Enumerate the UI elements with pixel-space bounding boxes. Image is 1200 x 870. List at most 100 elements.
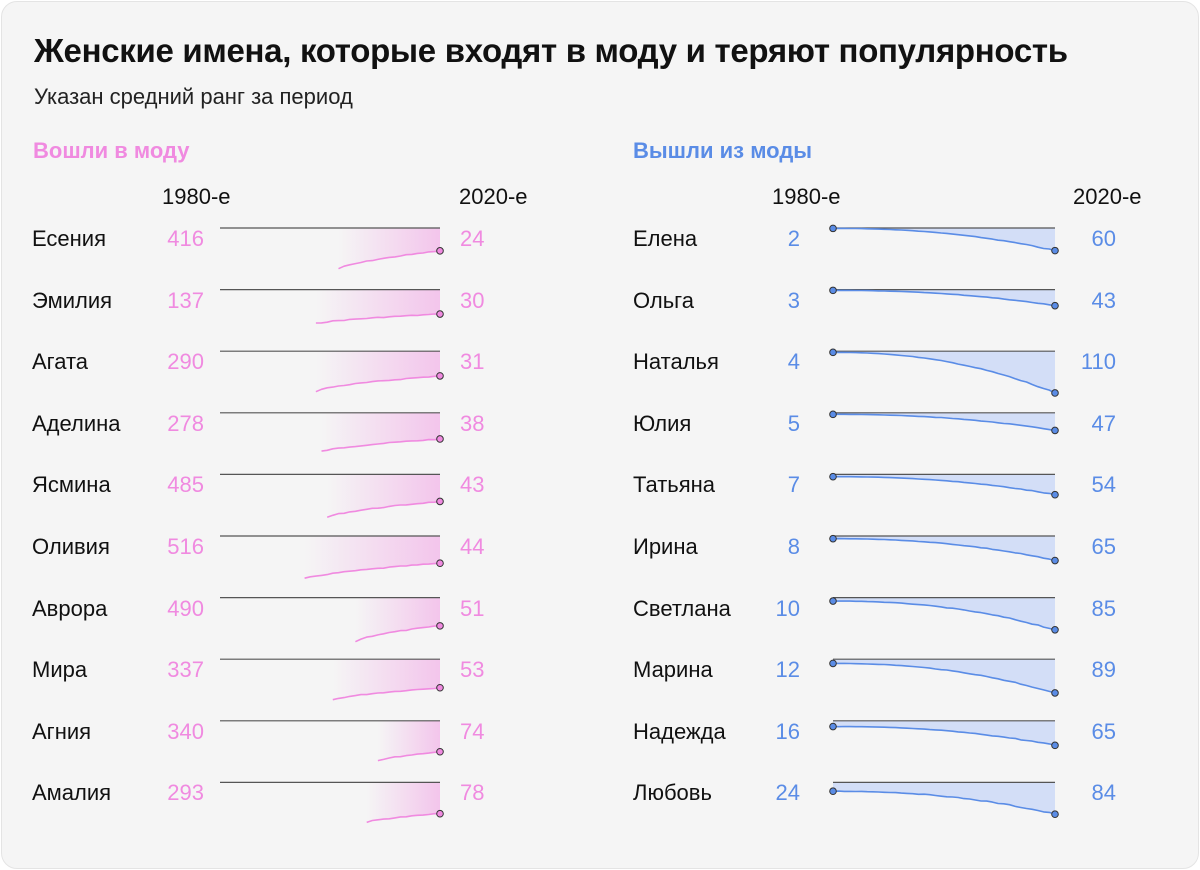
rank-1980s-label: 5: [787, 410, 800, 436]
rank-1980s-label: 293: [167, 780, 204, 806]
sparkline-start-point: [829, 534, 837, 543]
sparkline-end-point: [1051, 426, 1059, 435]
rank-1980s-label: 137: [167, 287, 204, 313]
sparkline-end-point: [1051, 626, 1059, 634]
sparkline-end-point: [436, 247, 444, 255]
series-name: Надежда: [633, 718, 726, 744]
sparkline-Наталья: [829, 348, 1059, 397]
sparkline-area: [377, 720, 440, 761]
rank-1980s-label: 16: [775, 718, 800, 744]
sparkline-area: [833, 412, 1055, 431]
rank-1980s-label: 4: [787, 349, 800, 375]
series-name: Светлана: [633, 595, 731, 621]
sparkline-line: [315, 375, 441, 393]
rank-2020s-label: 44: [460, 534, 485, 559]
rank-1980s-label: 340: [167, 718, 204, 744]
sparkline-Ирина: [829, 534, 1059, 565]
rank-1980s-label: 516: [167, 534, 204, 559]
sparkline-line: [832, 725, 1056, 747]
sparkline-end-point: [436, 683, 444, 692]
sparkline-line: [326, 500, 441, 518]
sparkline-line: [833, 413, 1056, 432]
rank-2020s-label: 24: [460, 226, 485, 251]
sparkline-line: [338, 250, 441, 270]
rising-section-title: Вошли в моду: [33, 138, 190, 163]
sparkline-start-point: [829, 472, 837, 481]
rank-1980s-label: 10: [775, 595, 800, 621]
rising-start-header: 1980-е: [162, 184, 231, 209]
sparkline-Татьяна: [829, 472, 1059, 499]
sparkline-Елена: [829, 224, 1059, 255]
series-name: Аделина: [32, 410, 121, 436]
sparkline-Надежда: [829, 720, 1059, 750]
sparkline-start-point: [829, 722, 837, 731]
sparkline-line: [833, 600, 1056, 631]
rank-1980s-label: 8: [787, 534, 800, 559]
sparkline-end-point: [436, 497, 444, 506]
rank-2020s-label: 85: [1091, 595, 1116, 621]
sparkline-line: [833, 289, 1056, 307]
falling-section-title: Вышли из моды: [633, 138, 813, 163]
sparkline-area: [321, 412, 440, 452]
sparkline-start-point: [829, 348, 837, 357]
rank-1980s-label: 2: [787, 226, 800, 251]
sparkline-end-point: [436, 747, 444, 756]
series-name: Эмилия: [32, 287, 113, 313]
sparkline-end-point: [436, 435, 444, 443]
sparkline-start-point: [829, 659, 837, 668]
series-name: Амалия: [32, 780, 112, 806]
sparkline-area: [833, 536, 1055, 561]
rank-2020s-label: 54: [1091, 472, 1116, 498]
sparkline-Эмилия: [220, 289, 444, 324]
rank-2020s-label: 89: [1091, 657, 1116, 683]
sparkline-start-point: [829, 410, 837, 419]
sparkline-area: [327, 474, 440, 518]
sparkline-area: [315, 351, 440, 392]
sparkline-Оливия: [220, 535, 444, 579]
sparkline-Мира: [220, 658, 444, 701]
sparkline-area: [833, 474, 1055, 495]
falling-start-header: 1980-е: [772, 184, 841, 209]
rank-1980s-label: 485: [167, 472, 204, 498]
series-name: Ирина: [633, 534, 698, 559]
sparkline-line: [355, 625, 441, 643]
series-name: Есения: [32, 226, 107, 251]
sparkline-line: [833, 662, 1056, 694]
rank-1980s-label: 490: [167, 595, 204, 621]
series-name: Аврора: [32, 595, 108, 621]
sparkline-end-point: [1051, 810, 1059, 819]
sparkline-line: [832, 537, 1056, 562]
rank-1980s-label: 278: [167, 410, 204, 436]
series-name: Ольга: [633, 287, 694, 313]
sparkline-line: [321, 438, 441, 452]
sparkline-line: [366, 812, 440, 824]
sparkline-line: [833, 475, 1056, 496]
series-name: Ясмина: [32, 472, 111, 498]
sparkline-end-point: [1051, 389, 1059, 397]
sparkline-area: [833, 289, 1055, 306]
rank-2020s-label: 110: [1080, 349, 1116, 375]
rank-2020s-label: 84: [1091, 780, 1116, 806]
series-name: Татьяна: [633, 472, 716, 498]
series-name: Елена: [633, 226, 698, 251]
sparkline-line: [315, 313, 441, 324]
chart-title: Женские имена, которые входят в моду и т…: [34, 32, 1068, 69]
sparkline-area: [315, 289, 440, 323]
rank-2020s-label: 47: [1091, 410, 1116, 436]
rank-1980s-label: 7: [787, 472, 800, 498]
series-name: Мира: [32, 657, 88, 683]
series-name: Любовь: [633, 780, 712, 806]
series-name: Юлия: [633, 410, 692, 436]
falling-end-header: 2020-е: [1073, 184, 1142, 209]
sparkline-end-point: [436, 310, 444, 318]
sparkline-start-point: [829, 224, 837, 233]
series-name: Наталья: [633, 349, 719, 375]
sparkline-Аврора: [220, 596, 444, 643]
series-name: Агния: [32, 718, 92, 744]
rank-2020s-label: 65: [1091, 718, 1116, 744]
sparkline-Юлия: [829, 410, 1059, 435]
rank-1980s-label: 24: [775, 780, 800, 806]
sparkline-start-point: [829, 597, 837, 605]
rank-2020s-label: 78: [460, 780, 485, 806]
sparkline-Есения: [220, 227, 444, 270]
